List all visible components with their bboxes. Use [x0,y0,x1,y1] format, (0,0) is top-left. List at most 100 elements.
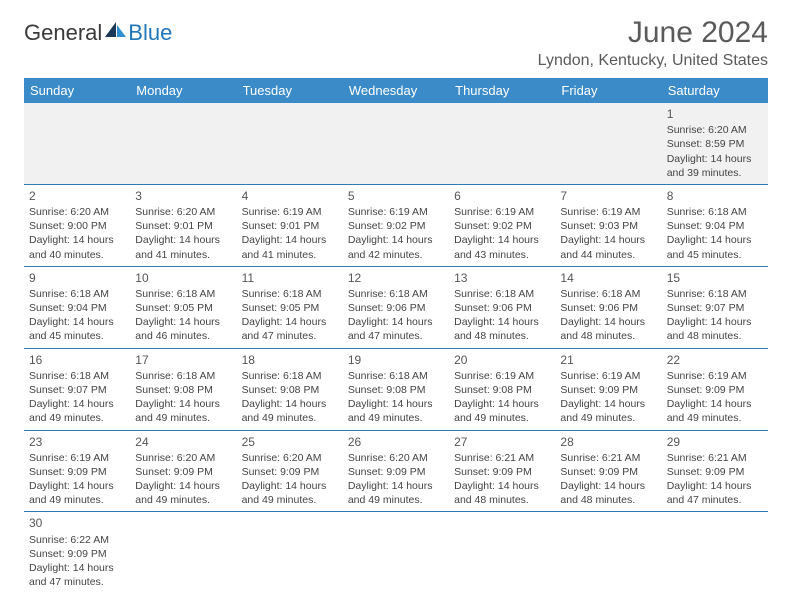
calendar-cell: 11Sunrise: 6:18 AMSunset: 9:05 PMDayligh… [237,266,343,348]
sunset-text: Sunset: 9:06 PM [560,301,656,315]
daylight-text: and 43 minutes. [454,248,550,262]
calendar-cell: 24Sunrise: 6:20 AMSunset: 9:09 PMDayligh… [130,430,236,512]
sunrise-text: Sunrise: 6:19 AM [560,369,656,383]
day-number: 20 [454,352,550,368]
day-header: Wednesday [343,78,449,103]
sunset-text: Sunset: 9:09 PM [667,383,763,397]
day-number: 18 [242,352,338,368]
day-number: 10 [135,270,231,286]
calendar-week-row: 1Sunrise: 6:20 AMSunset: 8:59 PMDaylight… [24,103,768,184]
calendar-cell: 12Sunrise: 6:18 AMSunset: 9:06 PMDayligh… [343,266,449,348]
day-number: 21 [560,352,656,368]
sunset-text: Sunset: 9:09 PM [454,465,550,479]
sunrise-text: Sunrise: 6:18 AM [348,369,444,383]
daylight-text: and 49 minutes. [242,411,338,425]
day-number: 27 [454,434,550,450]
calendar-cell: 26Sunrise: 6:20 AMSunset: 9:09 PMDayligh… [343,430,449,512]
daylight-text: Daylight: 14 hours [560,397,656,411]
calendar-cell: 30Sunrise: 6:22 AMSunset: 9:09 PMDayligh… [24,512,130,593]
sunrise-text: Sunrise: 6:18 AM [29,287,125,301]
daylight-text: and 41 minutes. [135,248,231,262]
daylight-text: Daylight: 14 hours [242,397,338,411]
calendar-cell: 29Sunrise: 6:21 AMSunset: 9:09 PMDayligh… [662,430,768,512]
sunset-text: Sunset: 9:01 PM [135,219,231,233]
day-number: 13 [454,270,550,286]
sunset-text: Sunset: 9:04 PM [667,219,763,233]
calendar-cell: 21Sunrise: 6:19 AMSunset: 9:09 PMDayligh… [555,348,661,430]
calendar-table: Sunday Monday Tuesday Wednesday Thursday… [24,78,768,593]
sunset-text: Sunset: 9:06 PM [454,301,550,315]
day-number: 15 [667,270,763,286]
sunrise-text: Sunrise: 6:20 AM [242,451,338,465]
day-number: 17 [135,352,231,368]
daylight-text: Daylight: 14 hours [560,479,656,493]
day-number: 30 [29,515,125,531]
calendar-cell [130,512,236,593]
page-header: General Blue June 2024 Lyndon, Kentucky,… [24,16,768,70]
calendar-cell [130,103,236,184]
calendar-cell: 28Sunrise: 6:21 AMSunset: 9:09 PMDayligh… [555,430,661,512]
daylight-text: and 47 minutes. [348,329,444,343]
sunset-text: Sunset: 9:09 PM [29,465,125,479]
sunset-text: Sunset: 9:09 PM [667,465,763,479]
sunrise-text: Sunrise: 6:20 AM [135,451,231,465]
calendar-cell: 6Sunrise: 6:19 AMSunset: 9:02 PMDaylight… [449,184,555,266]
daylight-text: Daylight: 14 hours [560,315,656,329]
daylight-text: Daylight: 14 hours [667,315,763,329]
sunset-text: Sunset: 9:09 PM [242,465,338,479]
day-header: Tuesday [237,78,343,103]
day-number: 19 [348,352,444,368]
sunset-text: Sunset: 9:09 PM [29,547,125,561]
calendar-cell: 16Sunrise: 6:18 AMSunset: 9:07 PMDayligh… [24,348,130,430]
daylight-text: and 49 minutes. [242,493,338,507]
daylight-text: Daylight: 14 hours [242,233,338,247]
daylight-text: Daylight: 14 hours [560,233,656,247]
daylight-text: and 48 minutes. [454,493,550,507]
day-number: 8 [667,188,763,204]
daylight-text: Daylight: 14 hours [454,397,550,411]
daylight-text: Daylight: 14 hours [135,315,231,329]
sunrise-text: Sunrise: 6:18 AM [242,287,338,301]
daylight-text: and 42 minutes. [348,248,444,262]
daylight-text: and 49 minutes. [29,411,125,425]
daylight-text: Daylight: 14 hours [135,233,231,247]
day-header: Friday [555,78,661,103]
sunset-text: Sunset: 9:05 PM [242,301,338,315]
day-header: Saturday [662,78,768,103]
calendar-cell: 22Sunrise: 6:19 AMSunset: 9:09 PMDayligh… [662,348,768,430]
daylight-text: Daylight: 14 hours [667,233,763,247]
sunrise-text: Sunrise: 6:18 AM [242,369,338,383]
daylight-text: and 49 minutes. [29,493,125,507]
sunrise-text: Sunrise: 6:20 AM [29,205,125,219]
calendar-cell [555,512,661,593]
sunset-text: Sunset: 9:00 PM [29,219,125,233]
sunset-text: Sunset: 9:08 PM [454,383,550,397]
calendar-cell: 25Sunrise: 6:20 AMSunset: 9:09 PMDayligh… [237,430,343,512]
daylight-text: and 49 minutes. [667,411,763,425]
calendar-cell: 2Sunrise: 6:20 AMSunset: 9:00 PMDaylight… [24,184,130,266]
calendar-cell: 19Sunrise: 6:18 AMSunset: 9:08 PMDayligh… [343,348,449,430]
calendar-cell: 9Sunrise: 6:18 AMSunset: 9:04 PMDaylight… [24,266,130,348]
sunset-text: Sunset: 9:02 PM [454,219,550,233]
sunrise-text: Sunrise: 6:19 AM [560,205,656,219]
sunset-text: Sunset: 9:07 PM [667,301,763,315]
daylight-text: and 49 minutes. [348,493,444,507]
sunrise-text: Sunrise: 6:21 AM [667,451,763,465]
month-title: June 2024 [538,16,768,50]
sunset-text: Sunset: 9:04 PM [29,301,125,315]
calendar-cell [343,512,449,593]
daylight-text: Daylight: 14 hours [29,561,125,575]
sunrise-text: Sunrise: 6:18 AM [667,205,763,219]
daylight-text: and 45 minutes. [29,329,125,343]
day-number: 12 [348,270,444,286]
daylight-text: and 45 minutes. [667,248,763,262]
calendar-cell [237,512,343,593]
calendar-cell: 8Sunrise: 6:18 AMSunset: 9:04 PMDaylight… [662,184,768,266]
daylight-text: and 49 minutes. [560,411,656,425]
sunrise-text: Sunrise: 6:18 AM [348,287,444,301]
sail-icon [105,20,127,46]
sunset-text: Sunset: 9:08 PM [348,383,444,397]
brand-part1: General [24,20,102,46]
sunrise-text: Sunrise: 6:19 AM [667,369,763,383]
daylight-text: Daylight: 14 hours [667,397,763,411]
